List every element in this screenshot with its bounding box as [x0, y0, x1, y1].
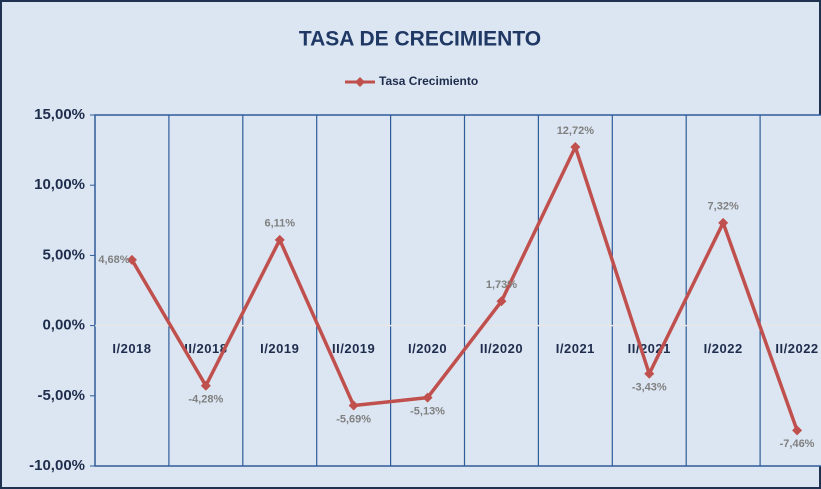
legend-marker: [355, 77, 365, 87]
data-point: [792, 425, 803, 436]
data-label: -3,43%: [632, 382, 667, 394]
x-tick-label: II/2022: [775, 341, 818, 356]
data-point: [422, 392, 433, 403]
plot-area: [94, 114, 821, 467]
data-point: [496, 296, 507, 307]
data-label: 4,68%: [98, 254, 129, 266]
data-label: 7,32%: [708, 201, 739, 213]
x-tick-label: I/2018: [112, 341, 151, 356]
x-tick-label: II/2018: [184, 341, 227, 356]
data-label: -5,13%: [410, 406, 445, 418]
data-point: [644, 368, 655, 379]
x-tick-label: II/2019: [332, 341, 375, 356]
x-tick-label: II/2020: [480, 341, 523, 356]
chart-title: TASA DE CRECIMIENTO: [299, 28, 541, 51]
y-tick-label: 5,00%: [42, 246, 85, 263]
data-point: [126, 254, 137, 265]
x-tick-label: I/2019: [260, 341, 299, 356]
data-label: -4,28%: [188, 394, 223, 406]
data-line: [130, 145, 799, 431]
y-tick-label: 0,00%: [42, 317, 85, 334]
y-tick-label: 15,00%: [34, 106, 85, 123]
x-tick-label: I/2022: [704, 341, 743, 356]
y-tick-label: -10,00%: [29, 457, 85, 474]
data-label: 6,11%: [264, 218, 295, 230]
x-tick-label: I/2020: [408, 341, 447, 356]
x-tick-label: I/2021: [556, 341, 595, 356]
data-label: 12,72%: [557, 125, 595, 137]
data-point: [718, 217, 729, 228]
data-point: [274, 234, 285, 245]
data-label: 1,73%: [486, 279, 517, 291]
data-label: -5,69%: [336, 413, 371, 425]
data-point: [570, 142, 581, 153]
y-tick-label: 10,00%: [34, 176, 85, 193]
data-label: -7,46%: [780, 438, 815, 450]
data-point: [200, 380, 211, 391]
data-point: [348, 400, 359, 411]
y-tick-label: -5,00%: [37, 387, 85, 404]
legend-label: Tasa Crecimiento: [379, 74, 478, 88]
